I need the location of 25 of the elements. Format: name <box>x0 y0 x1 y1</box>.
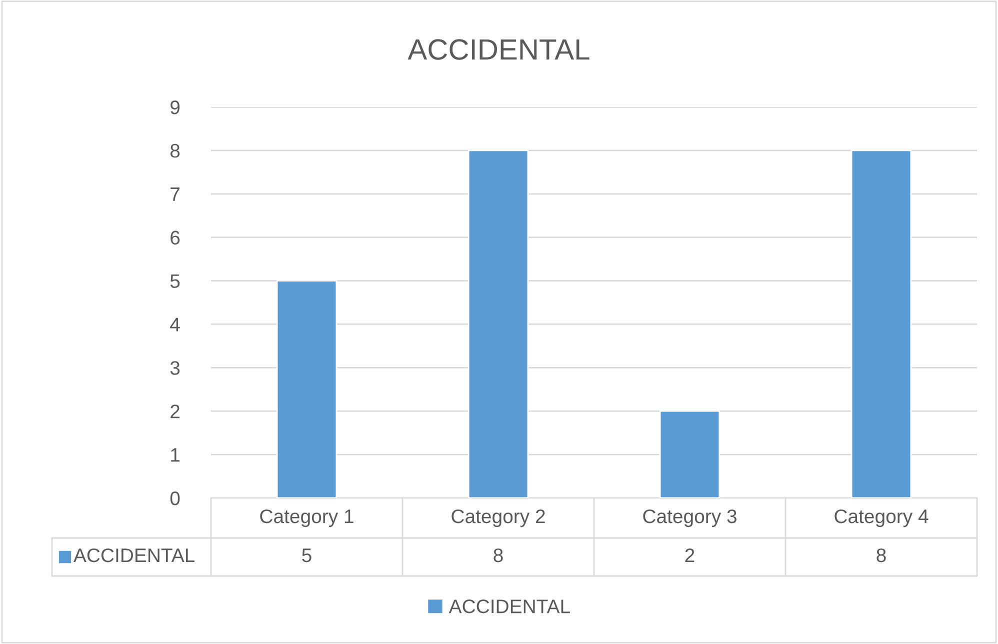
x-tick-label: Category 4 <box>834 509 928 528</box>
bar <box>468 150 529 498</box>
y-tick-label: 8 <box>170 144 180 158</box>
y-tick-label: 2 <box>170 404 180 418</box>
y-tick-label: 3 <box>170 361 180 375</box>
data-label: 8 <box>494 548 503 562</box>
x-tick-label: Category 1 <box>260 509 354 528</box>
bar <box>659 410 720 498</box>
data-label: 5 <box>302 548 312 562</box>
y-tick-label: 4 <box>170 318 180 332</box>
data-label: 8 <box>876 548 886 562</box>
x-tick-label: Category 2 <box>452 509 545 528</box>
bar <box>276 280 338 498</box>
y-tick-label: 1 <box>171 448 180 462</box>
x-tick-label: Category 3 <box>643 509 736 528</box>
legend-label: ACCIDENTAL <box>73 548 195 562</box>
y-tick-label: 6 <box>170 230 180 245</box>
bar <box>850 150 912 498</box>
chart-title: ACCIDENTAL <box>408 39 590 60</box>
data-label: 2 <box>685 548 694 562</box>
y-tick-label: 7 <box>170 188 180 201</box>
text: ACCIDENTAL <box>448 600 570 614</box>
y-tick-label: 9 <box>170 100 180 114</box>
y-tick-label: 5 <box>170 274 180 288</box>
y-tick-label: 0 <box>170 491 180 506</box>
